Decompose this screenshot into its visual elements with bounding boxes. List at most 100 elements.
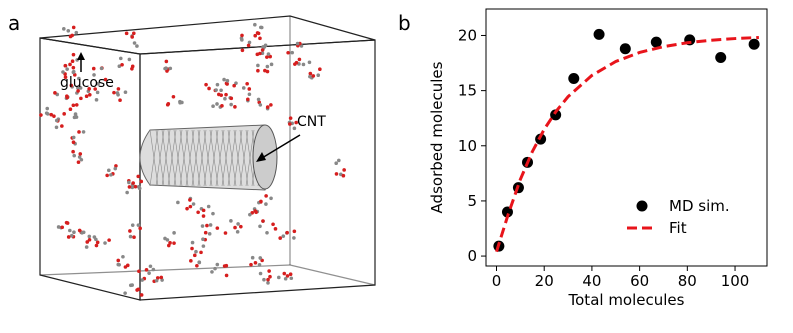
atom [225, 78, 230, 83]
atom [234, 81, 238, 85]
atom [71, 65, 76, 70]
atom [138, 226, 142, 231]
atom [223, 231, 228, 235]
atom [294, 120, 298, 125]
atom [233, 225, 237, 230]
panel-b: b 0 20 40 60 80 100 0 5 10 15 20 Total molecules Adso… [398, 8, 768, 309]
atom [256, 97, 261, 102]
atom [215, 262, 220, 267]
atom [258, 51, 262, 56]
atom [107, 238, 111, 242]
cnt-lattice [239, 129, 249, 187]
atom [278, 236, 283, 240]
atom [95, 240, 100, 245]
atom [71, 103, 76, 108]
atom [96, 81, 100, 86]
atom [199, 250, 203, 255]
cnt-lattice [227, 129, 237, 187]
annotation: CNT [297, 114, 326, 130]
cnt-lattice [179, 129, 189, 187]
atom [235, 230, 240, 234]
atom [84, 245, 89, 249]
atom [125, 263, 130, 268]
atom [268, 274, 272, 279]
atom [172, 231, 176, 235]
atom [247, 40, 252, 45]
atom [91, 66, 96, 71]
cnt-lattice [167, 129, 177, 187]
y-tick-label: 10 [458, 137, 477, 155]
glucose-molecules [39, 22, 346, 297]
atom [308, 71, 313, 76]
atom [70, 33, 74, 38]
atom [271, 222, 275, 227]
atom [247, 92, 252, 97]
panel-label: b [398, 11, 411, 35]
atom [215, 82, 220, 87]
atom [240, 33, 244, 38]
atom [240, 38, 244, 42]
atom [165, 238, 170, 242]
atom [144, 268, 149, 272]
atom [269, 103, 273, 107]
point [715, 52, 727, 64]
atom [71, 149, 75, 154]
atom [71, 69, 76, 74]
atom [132, 31, 136, 36]
atom [74, 115, 79, 119]
atom [263, 43, 268, 48]
arrow-head [256, 152, 266, 162]
atom [62, 112, 66, 116]
atom [285, 230, 289, 235]
x-tick-label: 100 [721, 272, 750, 290]
atom [215, 226, 220, 230]
atom [92, 73, 96, 77]
atom [292, 236, 296, 240]
atom [71, 135, 76, 140]
atom [66, 28, 71, 33]
atom [248, 212, 252, 217]
atom [165, 69, 169, 73]
atom [260, 48, 265, 52]
atom [266, 281, 270, 285]
atom [269, 62, 274, 67]
arrow [261, 134, 301, 159]
atom [289, 276, 294, 281]
atom [253, 33, 258, 38]
atom [266, 52, 271, 56]
atom [307, 60, 312, 65]
atom [124, 31, 129, 36]
atom [185, 206, 189, 211]
atom [136, 185, 141, 189]
atom [341, 173, 346, 178]
atom [255, 31, 260, 35]
atom [288, 116, 293, 120]
atom [258, 224, 262, 229]
atom [288, 122, 292, 126]
cnt-lattice [233, 129, 243, 187]
atom [285, 274, 290, 278]
atom [155, 276, 160, 280]
atom [194, 249, 198, 254]
atom [112, 90, 116, 95]
atom [264, 194, 268, 198]
atom [87, 87, 91, 91]
atom [127, 180, 131, 185]
atom [135, 44, 139, 48]
atom [334, 161, 339, 165]
atom [154, 278, 159, 283]
atom [211, 104, 215, 108]
atom [69, 83, 74, 88]
atom [253, 22, 257, 27]
atom [79, 96, 83, 101]
atom [44, 111, 49, 115]
point [550, 109, 562, 121]
atom [265, 69, 270, 74]
cnt-lattice [215, 129, 225, 187]
atom [121, 255, 125, 259]
atom [214, 88, 218, 92]
atom [52, 114, 56, 118]
atom [176, 200, 180, 205]
y-tick-label: 5 [467, 192, 477, 210]
atom [64, 220, 69, 225]
